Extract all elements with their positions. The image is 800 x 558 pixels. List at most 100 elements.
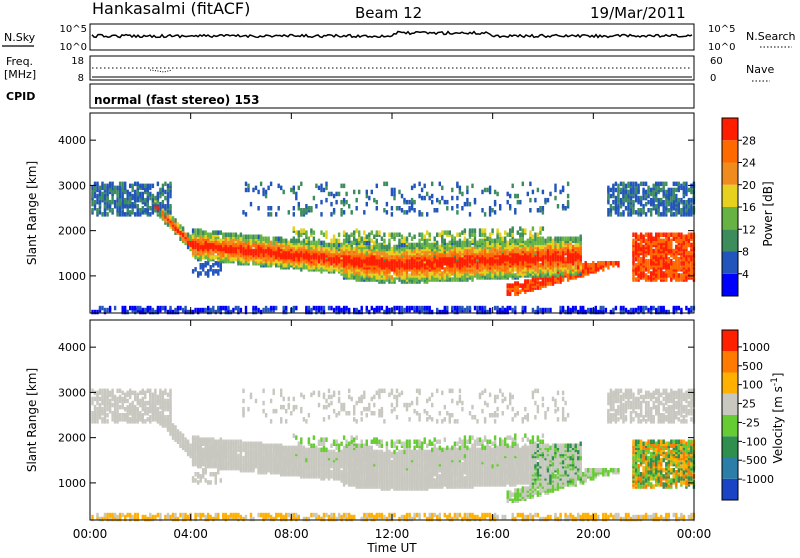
echo-cell [227, 306, 229, 311]
echo-cell [167, 184, 169, 189]
echo-cell [529, 283, 531, 288]
echo-cell [554, 184, 556, 189]
echo-cell [147, 417, 149, 422]
echo-cell [358, 310, 360, 315]
echo-cell [658, 245, 660, 250]
echo-cell [303, 228, 305, 233]
echo-cell [323, 310, 325, 315]
echo-cell [340, 208, 342, 213]
echo-cell [305, 204, 307, 209]
echo-cell [124, 310, 126, 315]
echo-cell [489, 212, 491, 217]
echo-cell [600, 306, 602, 311]
echo-cell [124, 397, 126, 402]
echo-cell [167, 192, 169, 197]
echo-cell [134, 413, 136, 418]
echo-cell [91, 415, 93, 420]
echo-cell [169, 204, 171, 209]
echo-cell [328, 243, 330, 248]
echo-cell [685, 235, 687, 240]
echo-cell [688, 251, 690, 256]
echo-cell [162, 399, 164, 404]
echo-cell [179, 237, 181, 242]
echo-cell [172, 216, 174, 221]
echo-cell [122, 194, 124, 199]
echo-cell [456, 241, 458, 246]
freq-dip [150, 70, 172, 72]
echo-cell [104, 184, 106, 189]
echo-cell [343, 306, 345, 311]
echo-cell [245, 235, 247, 240]
echo-cell [635, 182, 637, 187]
echo-cell [94, 188, 96, 193]
echo-cell [212, 251, 214, 256]
echo-cell [260, 182, 262, 187]
echo-cell [683, 235, 685, 240]
echo-cell [174, 517, 176, 522]
echo-cell [368, 196, 370, 201]
echo-cell [250, 202, 252, 207]
echo-cell [116, 397, 118, 402]
echo-cell [303, 208, 305, 213]
echo-cell [685, 200, 687, 205]
echo-cell [194, 228, 196, 233]
echo-cell [424, 271, 426, 276]
echo-cell [212, 263, 214, 268]
echo-cell [119, 395, 121, 400]
echo-cell [426, 212, 428, 217]
echo-cell [393, 233, 395, 238]
echo-cell [496, 192, 498, 197]
echo-cell [91, 411, 93, 416]
echo-cell [564, 310, 566, 315]
echo-cell [358, 230, 360, 235]
echo-cell [323, 306, 325, 311]
echo-cell [451, 277, 453, 282]
echo-cell [680, 261, 682, 266]
echo-cell [461, 241, 463, 246]
echo-cell [283, 306, 285, 311]
echo-cell [330, 212, 332, 217]
echo-cell [627, 310, 629, 315]
echo-cell [157, 192, 159, 197]
echo-cell [308, 306, 310, 311]
echo-cell [149, 184, 151, 189]
echo-cell [147, 517, 149, 522]
echo-cell [539, 308, 541, 313]
echo-cell [139, 391, 141, 396]
echo-cell [675, 188, 677, 193]
echo-cell [431, 310, 433, 315]
echo-cell [469, 306, 471, 311]
echo-cell [625, 308, 627, 313]
echo-cell [653, 255, 655, 260]
echo-cell [132, 515, 134, 520]
echo-cell [192, 476, 194, 481]
echo-cell [351, 267, 353, 272]
echo-cell [132, 401, 134, 406]
echo-cell [542, 237, 544, 242]
echo-cell [99, 210, 101, 215]
echo-cell [577, 310, 579, 315]
echo-cell [194, 241, 196, 246]
echo-cell [642, 245, 644, 250]
echo-cell [532, 190, 534, 195]
echo-cell [424, 196, 426, 201]
echo-cell [124, 198, 126, 203]
echo-cell [187, 440, 189, 445]
echo-cell [562, 253, 564, 257]
echo-cell [345, 237, 347, 242]
echo-cell [182, 437, 184, 442]
echo-cell [164, 515, 166, 520]
echo-cell [142, 308, 144, 313]
echo-cell [552, 245, 554, 250]
echo-cell [305, 306, 307, 311]
echo-cell [685, 243, 687, 248]
echo-cell [673, 261, 675, 266]
echo-cell [177, 222, 179, 227]
echo-cell [169, 306, 171, 311]
echo-cell [647, 233, 649, 238]
echo-cell [489, 308, 491, 313]
echo-cell [403, 271, 405, 276]
echo-cell [116, 198, 118, 203]
echo-cell [607, 212, 609, 217]
